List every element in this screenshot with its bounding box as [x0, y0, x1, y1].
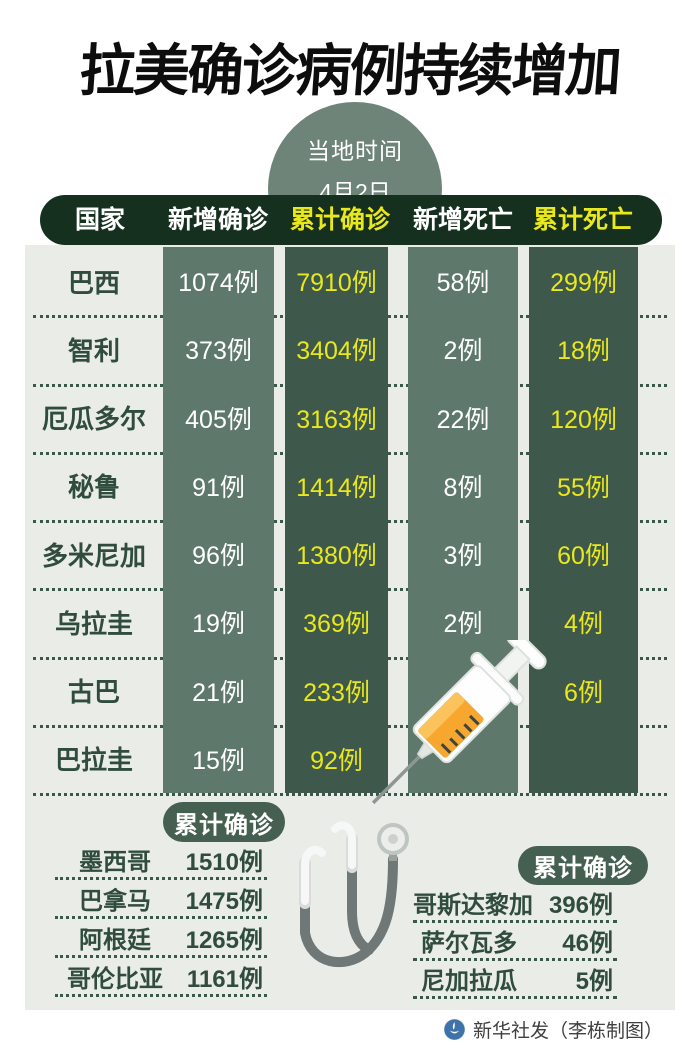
country-label: 巴拉圭 — [54, 745, 133, 776]
list-item: 萨尔瓦多 46例 — [413, 923, 617, 961]
list-item: 巴拿马 1475例 — [55, 880, 267, 919]
value-cell: 58例 — [436, 269, 490, 298]
value-cell: 8例 — [443, 473, 483, 502]
table-row: 古巴 21例 233例 6例 — [25, 657, 675, 725]
bottom-right-label-pill: 累计确诊 — [518, 846, 648, 885]
value-cell: 15例 — [192, 746, 245, 775]
row-separator — [33, 793, 667, 796]
value-cell: 1265例 — [185, 926, 263, 954]
value-cell: 369例 — [303, 610, 370, 639]
country-label: 乌拉圭 — [54, 608, 133, 639]
value-cell: 19例 — [192, 610, 245, 639]
header-new-confirmed: 新增确诊 — [167, 206, 268, 234]
country-label: 尼加拉瓜 — [421, 968, 517, 995]
table-row: 智利 373例 3404例 2例 18例 — [25, 315, 675, 383]
header-country: 国家 — [74, 206, 125, 234]
value-cell: 92例 — [310, 746, 363, 775]
list-item: 尼加拉瓜 5例 — [413, 961, 617, 999]
country-label: 厄瓜多尔 — [41, 404, 146, 435]
list-item: 阿根廷 1265例 — [55, 919, 267, 958]
value-cell: 1074例 — [178, 269, 259, 298]
value-cell: 373例 — [185, 337, 252, 366]
country-label: 阿根廷 — [79, 926, 151, 954]
table-row: 多米尼加 96例 1380例 3例 60例 — [25, 520, 675, 588]
value-cell: 21例 — [192, 678, 245, 707]
bottom-right-list: 哥斯达黎加 396例萨尔瓦多 46例尼加拉瓜 5例 — [413, 885, 617, 999]
value-cell: 22例 — [436, 405, 490, 434]
value-cell: 3404例 — [296, 337, 377, 366]
credit-text: 新华社发（李栋制图） — [473, 1021, 664, 1042]
credit-line: 新华社发（李栋制图） — [443, 1016, 663, 1043]
value-cell: 2例 — [443, 610, 483, 639]
country-label: 多米尼加 — [41, 540, 146, 571]
stethoscope-icon — [299, 821, 409, 968]
value-cell: 3163例 — [296, 405, 377, 434]
header-new-deaths: 新增死亡 — [412, 206, 513, 234]
value-cell: 91例 — [192, 473, 245, 502]
value-cell: 396例 — [548, 892, 613, 919]
country-label: 墨西哥 — [79, 848, 151, 876]
xinhua-logo-icon — [443, 1018, 466, 1041]
syringe-icon — [371, 640, 547, 805]
country-label: 哥斯达黎加 — [413, 892, 533, 919]
table-row: 厄瓜多尔 405例 3163例 22例 120例 — [25, 384, 675, 452]
value-cell: 4例 — [564, 610, 603, 639]
table-row: 乌拉圭 19例 369例 2例 4例 — [25, 588, 675, 656]
country-label: 巴西 — [67, 267, 120, 298]
country-label: 古巴 — [67, 677, 120, 708]
table-rows: 巴西 1074例 7910例 58例 299例智利 373例 3404例 2例 18例厄瓜多尔 4… — [25, 247, 675, 793]
country-label: 哥伦比亚 — [67, 965, 163, 993]
value-cell: 18例 — [557, 337, 610, 366]
value-cell: 46例 — [562, 930, 613, 957]
value-cell: 1510例 — [185, 848, 263, 876]
column-band-new-confirmed — [163, 247, 274, 793]
value-cell: 299例 — [550, 269, 617, 298]
country-label: 萨尔瓦多 — [421, 930, 517, 957]
country-label: 巴拿马 — [79, 887, 151, 915]
value-cell: 405例 — [185, 405, 252, 434]
value-cell: 1475例 — [185, 887, 263, 915]
value-cell: 5例 — [575, 968, 613, 995]
value-cell: 120例 — [550, 405, 617, 434]
table-row: 巴西 1074例 7910例 58例 299例 — [25, 247, 675, 315]
value-cell: 1414例 — [296, 473, 377, 502]
page-title: 拉美确诊病例持续增加 — [77, 39, 622, 102]
value-cell: 1161例 — [186, 965, 263, 993]
table-row: 巴拉圭 15例 92例 — [25, 725, 675, 793]
value-cell: 2例 — [443, 337, 483, 366]
list-item: 哥斯达黎加 396例 — [413, 885, 617, 923]
date-badge-line1: 当地时间 — [307, 138, 403, 164]
value-cell: 3例 — [443, 542, 483, 571]
value-cell: 7910例 — [296, 269, 377, 298]
bottom-left-label-pill: 累计确诊 — [163, 802, 285, 842]
header-total-confirmed: 累计确诊 — [289, 206, 390, 234]
table-row: 秘鲁 91例 1414例 8例 55例 — [25, 452, 675, 520]
value-cell: 233例 — [303, 678, 370, 707]
column-band-total-deaths — [529, 247, 638, 793]
table-panel: 巴西 1074例 7910例 58例 299例智利 373例 3404例 2例 18例厄瓜多尔 4… — [25, 245, 675, 1010]
country-label: 秘鲁 — [67, 472, 120, 503]
value-cell: 1380例 — [296, 542, 377, 571]
header-total-deaths: 累计死亡 — [532, 206, 633, 234]
list-item: 墨西哥 1510例 — [55, 841, 267, 880]
value-cell: 55例 — [557, 473, 610, 502]
value-cell: 60例 — [557, 542, 610, 571]
value-cell: 6例 — [564, 678, 603, 707]
list-item: 哥伦比亚 1161例 — [55, 958, 267, 997]
table-header-bar: 国家 新增确诊 累计确诊 新增死亡 累计死亡 — [40, 195, 662, 245]
country-label: 智利 — [67, 335, 120, 366]
bottom-left-list: 墨西哥 1510例巴拿马 1475例阿根廷 1265例 哥伦比亚 1161例 — [55, 841, 267, 997]
column-band-total-confirmed — [285, 247, 388, 793]
value-cell: 96例 — [192, 542, 245, 571]
